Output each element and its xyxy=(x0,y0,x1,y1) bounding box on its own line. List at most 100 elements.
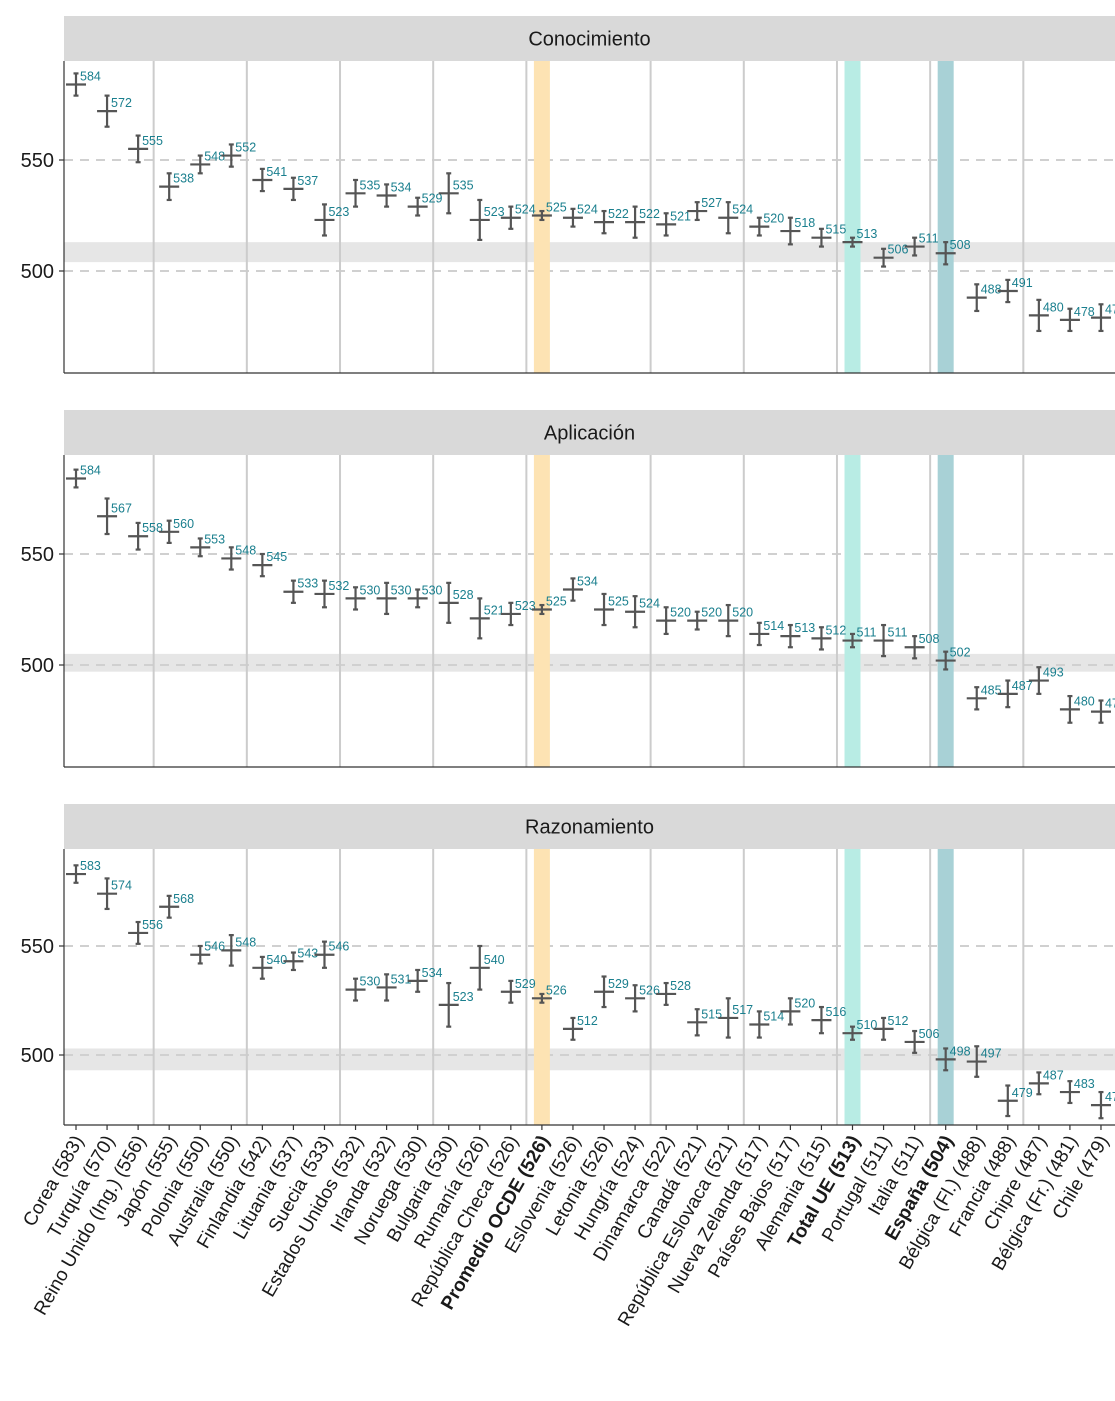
data-point: 520 xyxy=(749,212,784,237)
data-point: 548 xyxy=(190,149,225,175)
data-label: 543 xyxy=(297,946,318,960)
x-axis-labels: Corea (583)Turquía (570)Reino Unido (Ing… xyxy=(19,1132,1113,1330)
data-label: 530 xyxy=(360,975,381,989)
data-point: 520 xyxy=(780,996,815,1026)
data-label: 546 xyxy=(204,940,225,954)
data-point: 524 xyxy=(562,203,598,228)
data-point: 548 xyxy=(221,543,256,571)
data-point: 553 xyxy=(190,532,225,558)
panel-2: Aplicación 500 550 584 567 558 560 553 548 545 533… xyxy=(21,410,1115,768)
data-label: 535 xyxy=(453,178,474,192)
data-label: 513 xyxy=(794,621,815,635)
data-label: 534 xyxy=(577,575,598,589)
y-tick-label: 500 xyxy=(21,1045,54,1067)
data-label: 540 xyxy=(484,953,505,967)
data-point: 520 xyxy=(656,606,691,636)
data-label: 567 xyxy=(111,501,132,515)
data-label: 540 xyxy=(266,953,287,967)
data-label: 479 xyxy=(1105,697,1115,711)
data-label: 479 xyxy=(1105,303,1115,317)
data-point: 520 xyxy=(687,606,722,631)
data-label: 480 xyxy=(1043,300,1064,314)
data-point: 525 xyxy=(531,201,567,222)
data-point: 511 xyxy=(873,623,908,658)
data-point: 511 xyxy=(904,232,939,257)
panels: Conocimiento 500 550 584 572 555 538 548 552 541 5… xyxy=(21,16,1115,1130)
data-point: 508 xyxy=(935,238,971,266)
data-point: 480 xyxy=(1059,694,1095,724)
data-label: 488 xyxy=(981,283,1002,297)
data-label: 508 xyxy=(950,238,971,252)
data-point: 517 xyxy=(718,997,753,1039)
data-point: 480 xyxy=(1028,298,1064,333)
data-point: 525 xyxy=(531,595,567,616)
data-label: 478 xyxy=(1074,305,1095,319)
y-tick-label: 500 xyxy=(21,655,54,677)
data-label: 513 xyxy=(857,227,878,241)
data-point: 527 xyxy=(687,196,722,222)
data-label: 538 xyxy=(173,172,194,186)
data-label: 480 xyxy=(1074,694,1095,708)
data-label: 548 xyxy=(235,935,256,949)
data-label: 533 xyxy=(297,577,318,591)
data-point: 541 xyxy=(252,165,287,193)
data-label: 574 xyxy=(111,879,132,893)
data-point: 526 xyxy=(625,983,660,1013)
data-label: 529 xyxy=(422,192,443,206)
data-point: 552 xyxy=(221,141,256,168)
data-label: 487 xyxy=(1043,1068,1064,1082)
data-point: 538 xyxy=(159,172,194,202)
data-label: 584 xyxy=(80,464,101,478)
data-label: 477 xyxy=(1105,1090,1115,1104)
data-point: 526 xyxy=(531,983,567,1004)
data-label: 522 xyxy=(639,207,660,221)
data-label: 515 xyxy=(825,223,846,237)
data-point: 498 xyxy=(935,1044,971,1072)
data-label: 546 xyxy=(328,940,349,954)
data-label: 487 xyxy=(1012,679,1033,693)
panel-1: Conocimiento 500 550 584 572 555 538 548 552 541 5… xyxy=(21,16,1115,374)
data-point: 584 xyxy=(66,464,101,489)
data-point: 508 xyxy=(904,632,940,660)
data-label: 485 xyxy=(981,683,1002,697)
data-label: 534 xyxy=(422,966,443,980)
data-label: 530 xyxy=(422,583,443,597)
data-label: 523 xyxy=(453,990,474,1004)
data-point: 540 xyxy=(252,953,287,980)
data-point: 568 xyxy=(159,892,194,919)
data-point: 546 xyxy=(190,940,225,965)
y-tick-label: 550 xyxy=(21,936,54,958)
data-label: 535 xyxy=(360,178,381,192)
data-label: 521 xyxy=(484,603,505,617)
data-label: 568 xyxy=(173,892,194,906)
data-point: 520 xyxy=(718,603,753,638)
data-point: 523 xyxy=(500,599,536,627)
data-point: 522 xyxy=(625,205,660,239)
data-point: 530 xyxy=(345,975,381,1002)
y-tick-label: 550 xyxy=(21,150,54,172)
data-label: 493 xyxy=(1043,666,1064,680)
data-label: 510 xyxy=(857,1018,878,1032)
data-label: 520 xyxy=(732,606,753,620)
data-point: 491 xyxy=(997,276,1033,304)
data-label: 548 xyxy=(235,543,256,557)
data-label: 584 xyxy=(80,70,101,84)
data-label: 517 xyxy=(732,1003,753,1017)
data-point: 548 xyxy=(221,933,256,967)
data-point: 534 xyxy=(407,966,443,993)
data-point: 477 xyxy=(1090,1090,1115,1120)
data-label: 555 xyxy=(142,134,163,148)
data-label: 522 xyxy=(608,207,629,221)
data-label: 516 xyxy=(825,1005,846,1019)
data-label: 525 xyxy=(546,201,567,215)
data-label: 506 xyxy=(888,243,909,257)
data-point: 560 xyxy=(159,517,194,545)
data-point: 567 xyxy=(97,497,132,536)
highlight-column xyxy=(533,849,550,1125)
panel-title: Razonamiento xyxy=(525,817,654,839)
data-point: 483 xyxy=(1059,1077,1095,1105)
data-label: 583 xyxy=(80,859,101,873)
data-point: 513 xyxy=(780,621,815,649)
data-point: 514 xyxy=(749,619,784,647)
